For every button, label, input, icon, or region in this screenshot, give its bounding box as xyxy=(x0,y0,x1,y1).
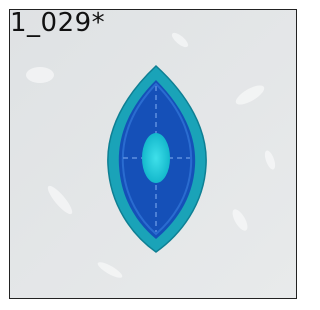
design-label: 1_029* xyxy=(10,8,105,38)
design-tile[interactable]: 1_029* xyxy=(0,0,307,310)
design-preview xyxy=(0,0,307,310)
